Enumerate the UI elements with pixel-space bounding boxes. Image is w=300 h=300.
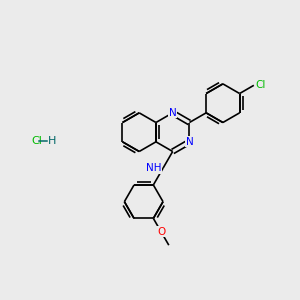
Text: Cl: Cl bbox=[255, 80, 266, 90]
Text: O: O bbox=[157, 227, 165, 237]
Text: H: H bbox=[47, 136, 56, 146]
Text: Cl: Cl bbox=[31, 136, 42, 146]
Text: N: N bbox=[169, 108, 177, 118]
Text: NH: NH bbox=[146, 163, 161, 173]
Text: N: N bbox=[185, 137, 193, 147]
